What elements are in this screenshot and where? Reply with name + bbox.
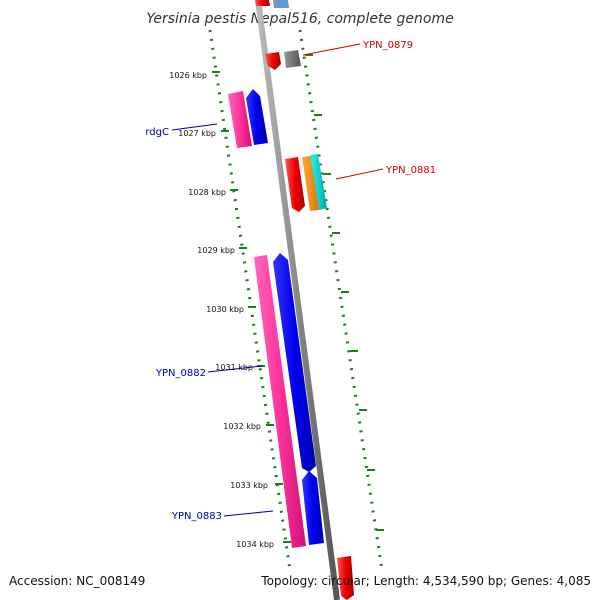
gene-feature[interactable] bbox=[255, 0, 270, 6]
gene-feature[interactable] bbox=[254, 255, 306, 548]
gene-feature[interactable] bbox=[228, 91, 252, 148]
gene-label-rdgc[interactable]: rdgC bbox=[145, 127, 169, 138]
gene-feature[interactable] bbox=[337, 556, 354, 600]
tick-label-1034: 1034 kbp bbox=[236, 540, 274, 549]
tick-label-1033: 1033 kbp bbox=[230, 481, 268, 490]
tick-label-1030: 1030 kbp bbox=[206, 305, 244, 314]
gene-feature[interactable] bbox=[285, 157, 305, 212]
kbp-tick-labels: 1026 kbp 1027 kbp 1028 kbp 1029 kbp 1030… bbox=[169, 71, 274, 549]
kbp-ticks bbox=[212, 71, 291, 543]
ring-guide-left bbox=[208, 29, 292, 571]
tick-label-1032: 1032 kbp bbox=[223, 422, 261, 431]
gene-features bbox=[228, 0, 354, 600]
gene-feature[interactable] bbox=[273, 253, 316, 472]
gene-label-lines bbox=[171, 43, 384, 517]
gene-feature[interactable] bbox=[265, 52, 281, 70]
gene-feature[interactable] bbox=[310, 154, 327, 210]
tick-label-1031: 1031 kbp bbox=[215, 363, 253, 372]
genome-summary-text: Topology: circular; Length: 4,534,590 bp… bbox=[261, 574, 591, 588]
tick-label-1026: 1026 kbp bbox=[169, 71, 207, 80]
gene-label-ypn-0882[interactable]: YPN_0882 bbox=[155, 368, 206, 379]
ring-guide-right bbox=[298, 29, 384, 571]
gene-feature[interactable] bbox=[246, 89, 268, 145]
gene-label-ypn-0881[interactable]: YPN_0881 bbox=[385, 165, 436, 176]
gene-feature[interactable] bbox=[302, 471, 324, 545]
gene-feature[interactable] bbox=[284, 50, 301, 68]
genome-backbone bbox=[255, 0, 340, 600]
tick-label-1027: 1027 kbp bbox=[178, 129, 216, 138]
tick-label-1028: 1028 kbp bbox=[188, 188, 226, 197]
gene-label-ypn-0879[interactable]: YPN_0879 bbox=[362, 40, 413, 51]
map-title: Yersinia pestis Nepal516, complete genom… bbox=[146, 11, 453, 27]
right-ring-ticks bbox=[305, 54, 384, 531]
gene-feature[interactable] bbox=[302, 156, 319, 211]
accession-text: Accession: NC_008149 bbox=[9, 574, 146, 588]
gene-labels: YPN_0879 YPN_0881 rdgC YPN_0882 YPN_0883 bbox=[145, 40, 436, 522]
tick-label-1029: 1029 kbp bbox=[197, 246, 235, 255]
gene-label-ypn-0883[interactable]: YPN_0883 bbox=[171, 511, 222, 522]
gene-feature[interactable] bbox=[273, 0, 289, 8]
